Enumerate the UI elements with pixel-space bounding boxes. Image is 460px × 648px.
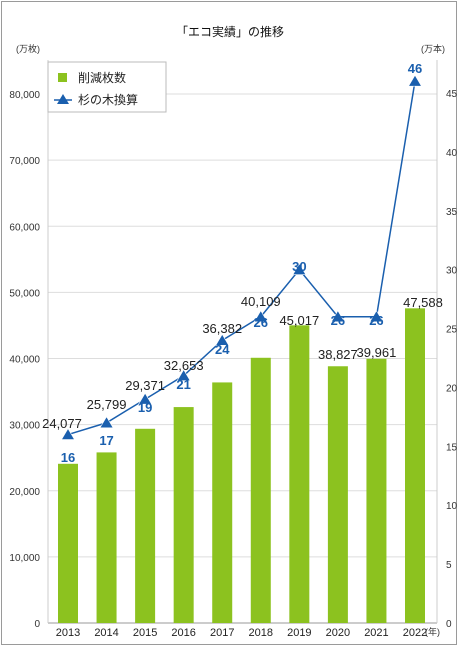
- triangle-marker: [330, 310, 345, 323]
- bar-value-label: 39,961: [357, 345, 397, 360]
- x-tick-label: 2020: [326, 627, 350, 639]
- bar-value-labels: 24,077 25,799 29,371 32,653 36,382 40,109 45,0…: [42, 294, 443, 431]
- left-tick-label: 10,000: [9, 553, 40, 564]
- bar-value-label: 36,382: [202, 321, 242, 336]
- right-axis-ticks: 0 5 10 15 20 25 30 35 40 45: [446, 89, 458, 630]
- left-axis-ticks: 0 10,000 20,000 30,000 40,000 50,000 60,000 70,…: [9, 90, 40, 630]
- right-tick-label: 10: [446, 501, 458, 512]
- left-tick-label: 80,000: [9, 90, 40, 101]
- bar-value-label: 25,799: [87, 397, 127, 412]
- right-tick-label: 30: [446, 266, 458, 277]
- legend: 削減枚数 杉の木換算: [47, 61, 167, 113]
- right-tick-label: 40: [446, 148, 458, 159]
- line-value-labels: 16 17 19 21 24 26 30 26 26 46: [61, 61, 422, 465]
- bar-value-label: 32,653: [164, 358, 204, 373]
- left-tick-label: 40,000: [9, 355, 40, 366]
- x-tick-label: 2022: [403, 627, 427, 639]
- line-value-label: 17: [99, 433, 113, 448]
- bar-value-label: 40,109: [241, 294, 281, 309]
- bar-value-label: 29,371: [125, 378, 165, 393]
- left-tick-label: 0: [34, 619, 40, 630]
- x-axis-ticks: 2013 2014 2015 2016 2017 2018 2019 2020 2021 2022: [56, 627, 427, 639]
- right-tick-label: 15: [446, 442, 458, 453]
- bar: [212, 382, 233, 623]
- right-tick-label: 35: [446, 207, 458, 218]
- line-value-label: 26: [369, 313, 383, 328]
- bar-value-label: 47,588: [403, 295, 443, 310]
- legend-bar-label: 削減枚数: [78, 70, 126, 85]
- x-tick-label: 2019: [287, 627, 311, 639]
- triangle-marker: [176, 369, 191, 381]
- line-value-label: 26: [331, 313, 345, 328]
- line-value-label: 24: [215, 342, 230, 357]
- x-tick-label: 2018: [249, 627, 273, 639]
- bar: [289, 325, 310, 623]
- x-tick-label: 2016: [171, 627, 195, 639]
- bar: [405, 308, 425, 623]
- triangle-marker: [369, 310, 384, 323]
- x-tick-label: 2017: [210, 627, 234, 639]
- line-value-label: 26: [254, 315, 268, 330]
- chart-title: 「エコ実績」の推移: [176, 24, 284, 39]
- legend-triangle-marker: [57, 94, 69, 104]
- x-tick-label: 2014: [94, 627, 118, 639]
- right-axis-unit: (万本): [421, 43, 445, 54]
- bar: [327, 366, 348, 623]
- bar: [135, 428, 156, 623]
- line-value-label: 19: [138, 400, 152, 415]
- triangle-marker: [215, 333, 230, 346]
- x-axis-unit: (年): [425, 626, 440, 637]
- bar: [366, 358, 387, 623]
- right-tick-label: 20: [446, 383, 458, 394]
- bar: [173, 407, 194, 623]
- line-series: [60, 74, 423, 440]
- x-tick-label: 2021: [364, 627, 388, 639]
- triangle-marker: [99, 416, 114, 429]
- line-value-label: 21: [176, 377, 190, 392]
- triangle-marker: [60, 427, 76, 440]
- line-value-label: 46: [408, 61, 422, 76]
- right-tick-label: 0: [446, 619, 452, 630]
- x-tick-label: 2015: [133, 627, 157, 639]
- triangle-marker: [407, 74, 423, 87]
- legend-bar-swatch: [58, 73, 67, 82]
- right-tick-label: 5: [446, 560, 452, 571]
- bar: [96, 452, 117, 623]
- series-line: [67, 81, 416, 436]
- bar-value-label: 45,017: [279, 313, 319, 328]
- line-value-label: 30: [292, 259, 306, 274]
- bar-value-label: 38,827: [318, 347, 358, 362]
- right-tick-label: 45: [446, 89, 458, 100]
- bar: [250, 357, 271, 623]
- triangle-marker: [292, 263, 307, 275]
- left-tick-label: 60,000: [9, 222, 40, 233]
- triangle-marker: [253, 310, 268, 323]
- triangle-marker: [138, 392, 153, 405]
- bar-series: [58, 308, 425, 623]
- left-tick-label: 30,000: [9, 421, 40, 432]
- right-tick-label: 25: [446, 325, 458, 336]
- line-value-label: 16: [61, 450, 75, 465]
- left-tick-label: 70,000: [9, 156, 40, 167]
- left-tick-label: 20,000: [9, 487, 40, 498]
- left-axis-unit: (万枚): [16, 43, 40, 54]
- left-tick-label: 50,000: [9, 288, 40, 299]
- legend-line-label: 杉の木換算: [78, 92, 138, 107]
- bar-value-label: 24,077: [42, 416, 82, 431]
- x-tick-label: 2013: [56, 627, 80, 639]
- bar: [58, 463, 78, 623]
